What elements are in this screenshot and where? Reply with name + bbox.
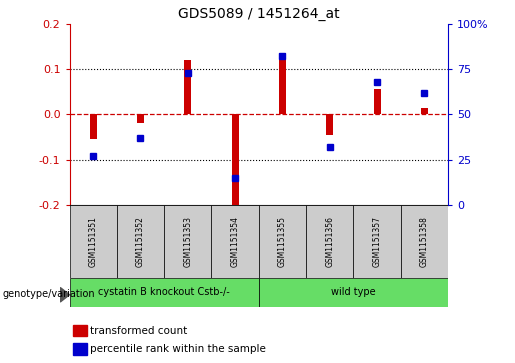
- Bar: [117, 205, 164, 278]
- Bar: [212, 205, 259, 278]
- Bar: [90, 114, 97, 139]
- Text: cystatin B knockout Cstb-/-: cystatin B knockout Cstb-/-: [98, 287, 230, 297]
- Bar: [137, 114, 144, 123]
- Bar: [184, 60, 192, 114]
- Text: GSM1151355: GSM1151355: [278, 216, 287, 267]
- Text: GSM1151353: GSM1151353: [183, 216, 192, 267]
- Text: GSM1151354: GSM1151354: [231, 216, 239, 267]
- Bar: [306, 205, 353, 278]
- Bar: [326, 114, 333, 135]
- Text: GSM1151351: GSM1151351: [89, 216, 98, 267]
- Bar: [73, 343, 87, 355]
- Text: GSM1151352: GSM1151352: [136, 216, 145, 267]
- Bar: [259, 205, 306, 278]
- Bar: [70, 278, 259, 307]
- Text: GSM1151358: GSM1151358: [420, 216, 429, 267]
- Bar: [259, 278, 448, 307]
- Text: genotype/variation: genotype/variation: [3, 289, 95, 299]
- Bar: [164, 205, 212, 278]
- Bar: [70, 205, 117, 278]
- Text: GSM1151357: GSM1151357: [372, 216, 382, 267]
- Bar: [232, 114, 238, 207]
- Bar: [373, 89, 381, 114]
- Text: GSM1151356: GSM1151356: [325, 216, 334, 267]
- Bar: [73, 325, 87, 336]
- Bar: [279, 53, 286, 114]
- Bar: [353, 205, 401, 278]
- Text: transformed count: transformed count: [90, 326, 187, 336]
- Polygon shape: [60, 287, 70, 302]
- Text: percentile rank within the sample: percentile rank within the sample: [90, 344, 266, 354]
- Bar: [401, 205, 448, 278]
- Bar: [421, 107, 428, 114]
- Title: GDS5089 / 1451264_at: GDS5089 / 1451264_at: [178, 7, 339, 21]
- Text: wild type: wild type: [331, 287, 376, 297]
